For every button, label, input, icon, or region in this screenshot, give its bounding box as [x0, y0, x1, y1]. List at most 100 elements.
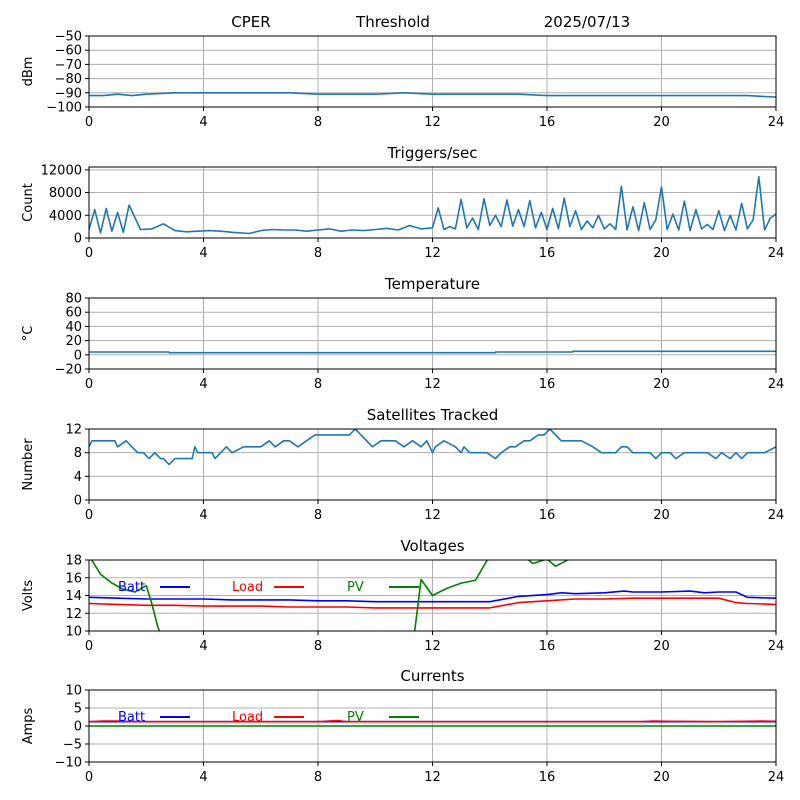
- x-tick-label: 8: [314, 639, 322, 654]
- y-tick-label: 8000: [49, 186, 82, 201]
- header-date: 2025/07/13: [544, 13, 630, 31]
- y-tick-label: 12: [65, 423, 82, 438]
- series-line: [89, 429, 776, 466]
- x-tick-label: 20: [653, 246, 670, 261]
- series-line-load: [89, 597, 776, 609]
- chart-panel-4: 0 4 8 12 16 20 24 10 12 14 16 18 Voltages Volts Batt Lo…: [21, 537, 784, 654]
- y-tick-label: 0: [74, 720, 82, 735]
- x-tick-label: 12: [424, 246, 441, 261]
- x-tick-label: 12: [424, 770, 441, 785]
- x-tick-label: 24: [768, 508, 785, 523]
- x-tick-label: 8: [314, 246, 322, 261]
- y-axis-label: Amps: [21, 707, 36, 744]
- x-tick-label: 8: [314, 377, 322, 392]
- chart-panel-0: 0 4 8 12 16 20 24 −100−90−80−70−60−50 dBm: [21, 30, 784, 131]
- header-mode: Threshold: [355, 13, 430, 31]
- plot-area: [89, 719, 776, 727]
- y-tick-label: −80: [55, 72, 82, 87]
- y-tick-label: −50: [55, 30, 82, 45]
- chart-panel-5: 0 4 8 12 16 20 24 −10 −5 0 5 10 Currents Amps Batt Load…: [21, 667, 784, 785]
- x-tick-label: 16: [539, 770, 556, 785]
- panel-title: Triggers/sec: [387, 144, 478, 162]
- y-tick-label: 12000: [41, 163, 82, 178]
- y-tick-label: 60: [65, 306, 82, 321]
- y-tick-label: 10: [65, 625, 82, 640]
- legend-label-pv: PV: [347, 710, 364, 725]
- y-axis-label: Volts: [21, 580, 36, 612]
- x-tick-label: 8: [314, 115, 322, 130]
- series-line: [89, 175, 776, 235]
- series-line: [89, 350, 776, 354]
- x-tick-label: 0: [85, 639, 93, 654]
- legend-label-batt: Batt: [118, 580, 145, 595]
- legend-label-pv: PV: [347, 580, 364, 595]
- series-line-batt: [89, 590, 776, 603]
- x-tick-label: 24: [768, 115, 785, 130]
- y-tick-label: 18: [65, 554, 82, 569]
- y-axis-label: °C: [21, 326, 36, 342]
- x-tick-label: 0: [85, 246, 93, 261]
- legend-label-load: Load: [232, 710, 263, 725]
- x-tick-label: 20: [653, 115, 670, 130]
- x-tick-label: 0: [85, 377, 93, 392]
- y-tick-label: −5: [63, 738, 82, 753]
- x-tick-label: 20: [653, 770, 670, 785]
- plot-area: [89, 560, 776, 631]
- y-tick-label: 14: [65, 589, 82, 604]
- y-tick-label: 12: [65, 607, 82, 622]
- y-axis-label: Number: [21, 438, 36, 491]
- x-tick-label: 16: [539, 377, 556, 392]
- y-tick-label: −60: [55, 44, 82, 59]
- panel-title: Satellites Tracked: [367, 406, 498, 424]
- panel-title: Voltages: [400, 537, 464, 555]
- x-tick-label: 16: [539, 246, 556, 261]
- x-tick-label: 0: [85, 115, 93, 130]
- y-tick-label: 0: [74, 494, 82, 509]
- y-tick-label: 10: [65, 684, 82, 699]
- x-tick-label: 8: [314, 508, 322, 523]
- x-tick-label: 16: [539, 115, 556, 130]
- y-tick-label: 4: [74, 470, 82, 485]
- y-tick-label: 8: [74, 446, 82, 461]
- plot-area: [89, 175, 776, 235]
- y-tick-label: 4000: [49, 209, 82, 224]
- x-tick-label: 16: [539, 508, 556, 523]
- x-tick-label: 20: [653, 508, 670, 523]
- x-tick-label: 20: [653, 377, 670, 392]
- x-tick-label: 16: [539, 639, 556, 654]
- x-tick-label: 24: [768, 770, 785, 785]
- x-tick-label: 4: [199, 377, 207, 392]
- plot-area: [89, 429, 776, 466]
- y-tick-label: 16: [65, 571, 82, 586]
- x-tick-label: 24: [768, 377, 785, 392]
- y-tick-label: 0: [74, 348, 82, 363]
- header-site: CPER: [231, 13, 270, 31]
- y-tick-label: 20: [65, 334, 82, 349]
- plot-area: [89, 350, 776, 354]
- y-tick-label: 5: [74, 702, 82, 717]
- legend-label-load: Load: [232, 580, 263, 595]
- x-tick-label: 24: [768, 246, 785, 261]
- panel-title: Currents: [400, 667, 464, 685]
- y-tick-label: 40: [65, 320, 82, 335]
- x-tick-label: 8: [314, 770, 322, 785]
- legend-label-batt: Batt: [118, 710, 145, 725]
- panel-title: Temperature: [384, 275, 480, 293]
- x-tick-label: 12: [424, 377, 441, 392]
- chart-panel-1: 0 4 8 12 16 20 24 0 4000 8000 12000 Triggers/sec Cou…: [21, 144, 784, 261]
- x-tick-label: 4: [199, 770, 207, 785]
- series-line: [89, 92, 776, 98]
- x-tick-label: 0: [85, 770, 93, 785]
- x-tick-label: 24: [768, 639, 785, 654]
- y-tick-label: 0: [74, 232, 82, 247]
- x-tick-label: 4: [199, 115, 207, 130]
- x-tick-label: 4: [199, 246, 207, 261]
- series-line-pv: [90, 560, 570, 631]
- chart-panel-3: 0 4 8 12 16 20 24 0 4 8 12 Satellites Tracked Number: [21, 406, 784, 523]
- x-tick-label: 12: [424, 639, 441, 654]
- x-tick-label: 4: [199, 639, 207, 654]
- y-tick-label: −90: [55, 86, 82, 101]
